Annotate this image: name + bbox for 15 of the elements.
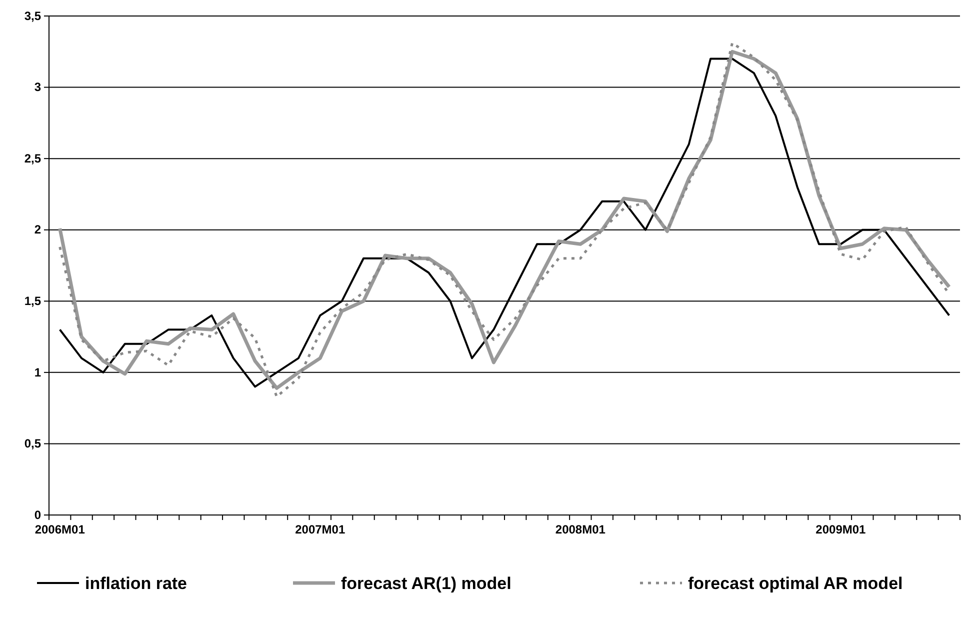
y-tick-label: 1 <box>34 365 42 380</box>
y-tick-label: 3,5 <box>24 8 42 23</box>
y-tick-label: 1,5 <box>24 294 42 308</box>
legend-label: inflation rate <box>85 574 188 593</box>
legend-label: forecast AR(1) model <box>341 574 512 593</box>
x-tick-label: 2009M01 <box>816 522 866 537</box>
y-tick-label: 0,5 <box>24 436 42 451</box>
y-tick-label: 0 <box>34 508 42 522</box>
y-tick-label: 2 <box>34 222 42 237</box>
y-tick-label: 3 <box>34 80 42 94</box>
legend-label: forecast optimal AR model <box>688 574 903 593</box>
x-tick-label: 2007M01 <box>295 522 346 537</box>
y-tick-label: 2,5 <box>24 151 42 166</box>
x-tick-label: 2006M01 <box>34 522 86 537</box>
x-tick-label: 2008M01 <box>555 522 606 537</box>
